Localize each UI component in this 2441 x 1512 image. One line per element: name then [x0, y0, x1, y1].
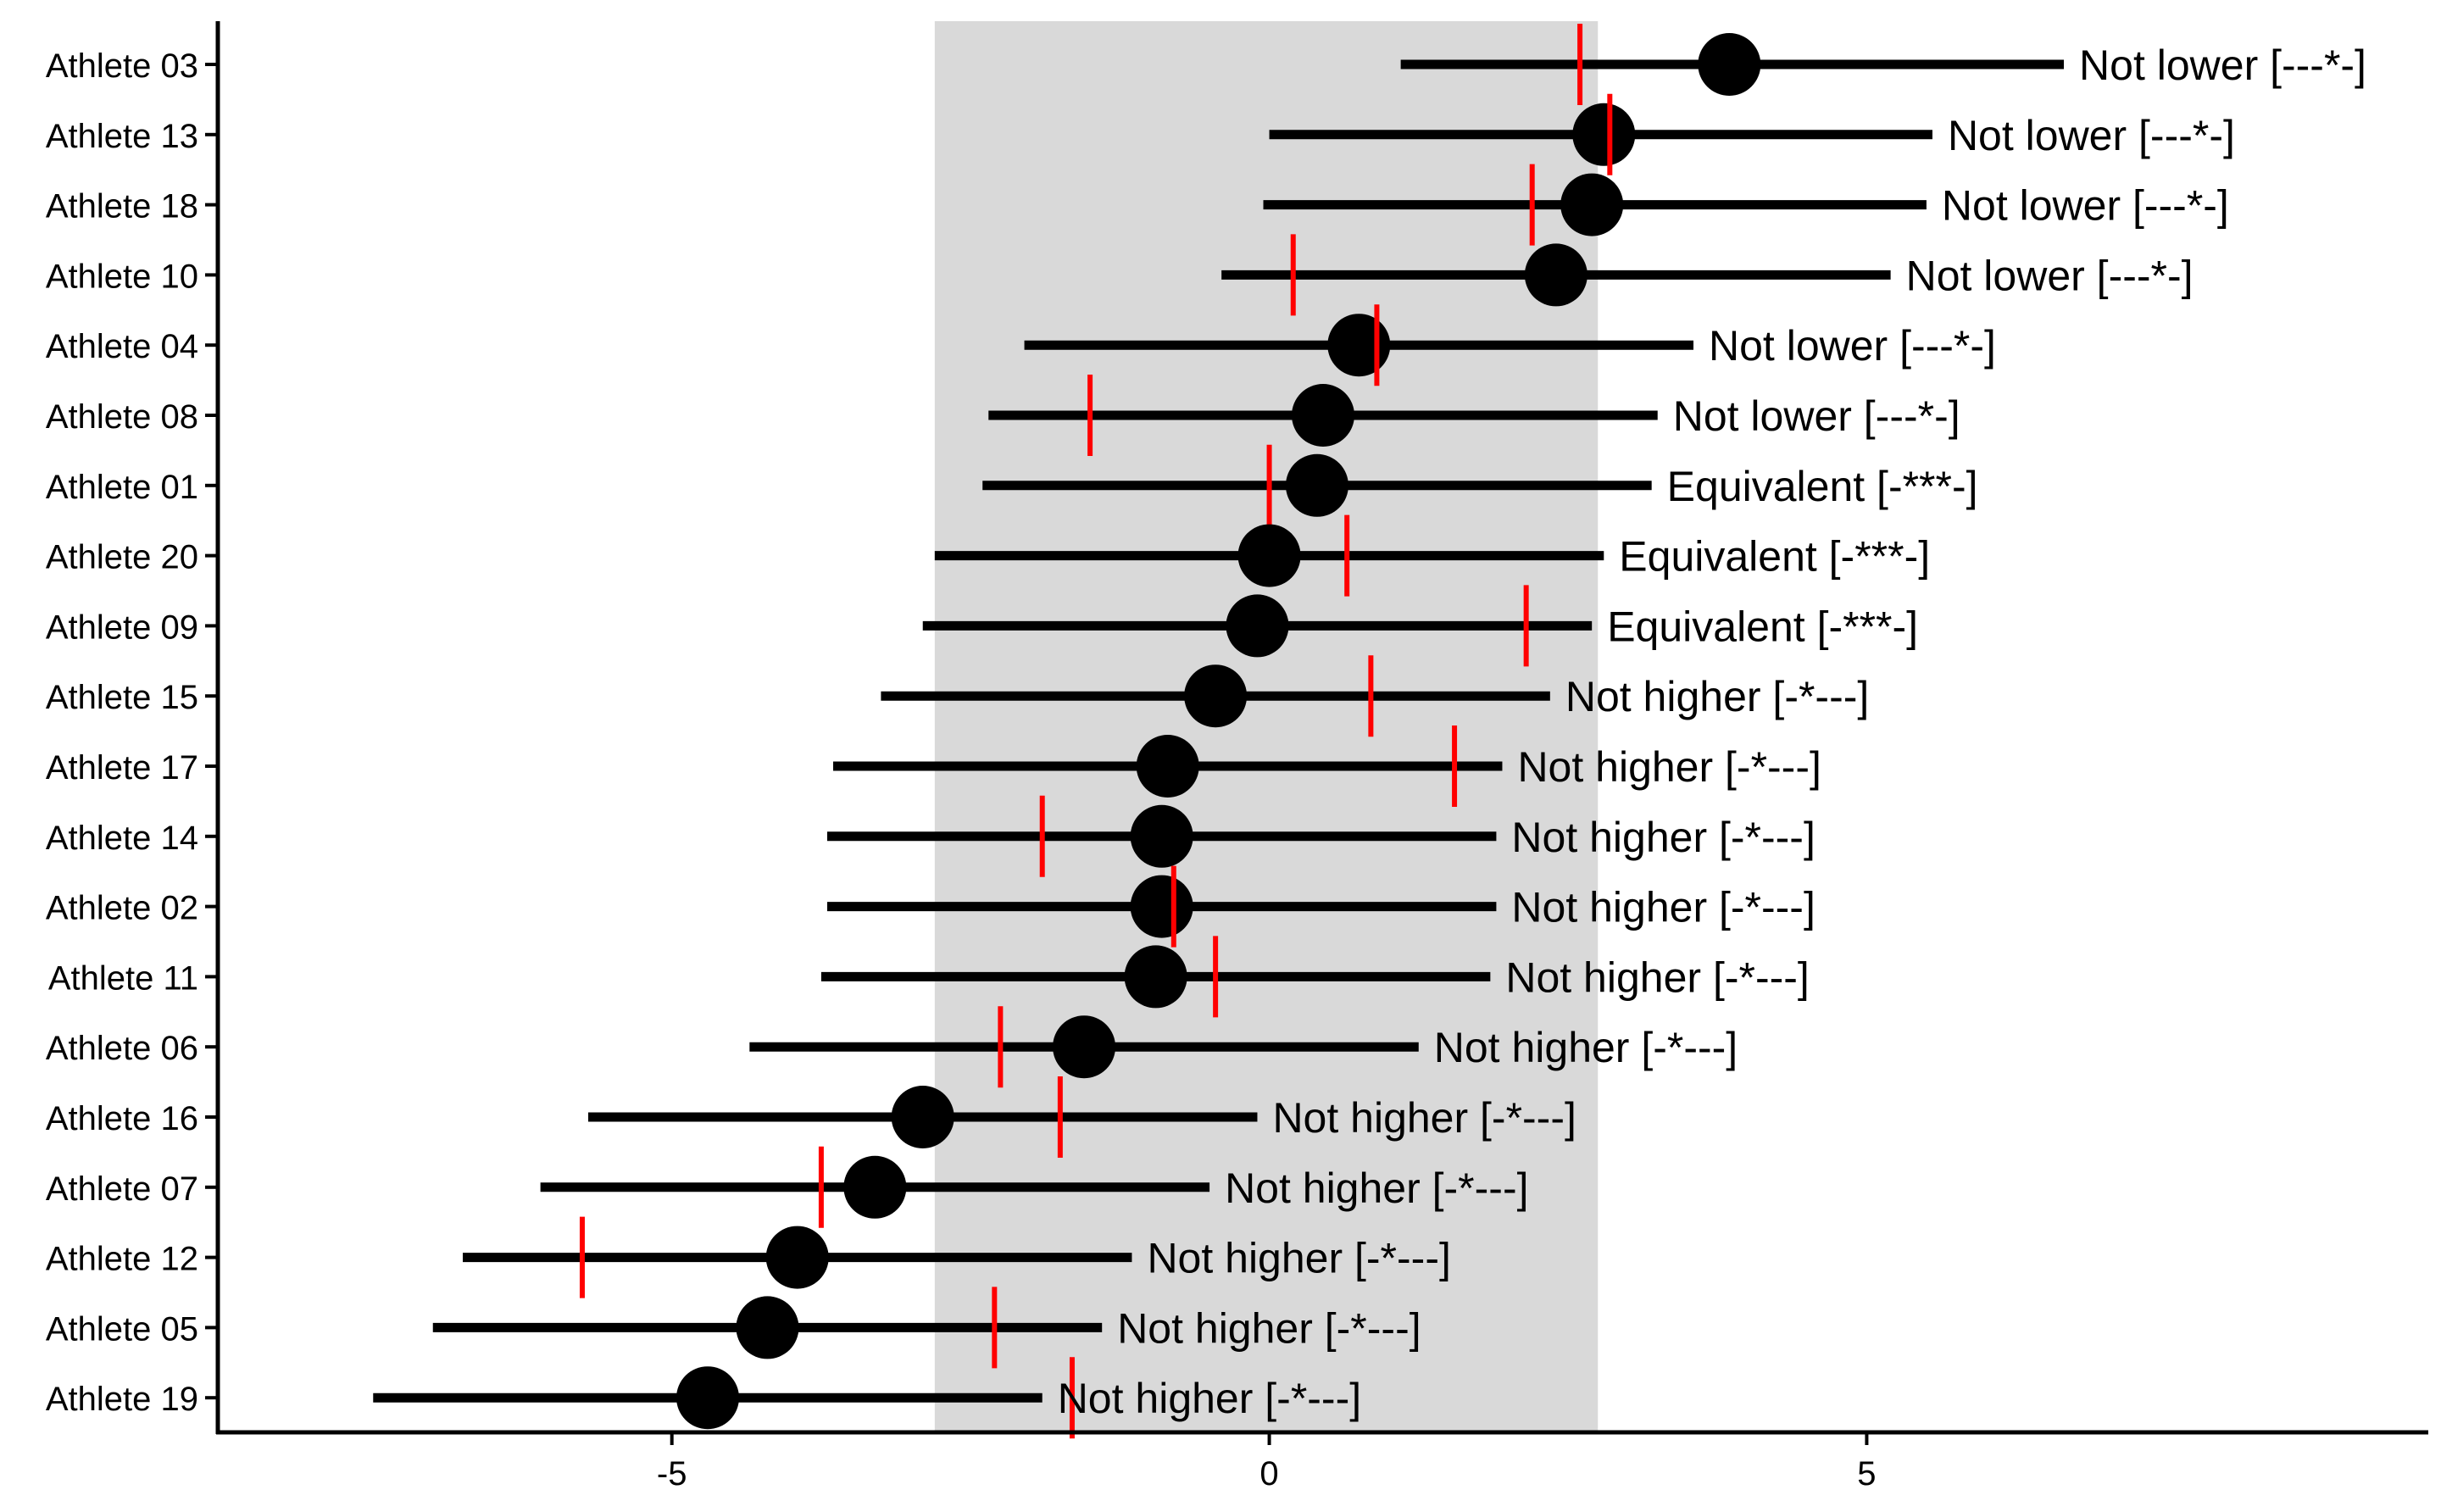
point-estimate	[1698, 33, 1761, 96]
y-tick-label: Athlete 07	[46, 1170, 198, 1208]
y-tick-label: Athlete 19	[46, 1381, 198, 1418]
point-estimate	[1124, 945, 1187, 1009]
point-estimate	[1560, 173, 1624, 236]
y-tick-label: Athlete 08	[46, 398, 198, 436]
x-tick-label: 0	[1259, 1455, 1278, 1493]
row-athlete-09: Equivalent [-***-] Athlete 09	[46, 585, 1918, 667]
y-tick-label: Athlete 04	[46, 328, 198, 365]
equivalence-band-layer	[934, 21, 1599, 1432]
row-athlete-08: Not lower [---*-] Athlete 08	[46, 375, 1960, 456]
row-athlete-05: Not higher [-*---] Athlete 05	[46, 1287, 1421, 1369]
row-athlete-15: Not higher [-*---] Athlete 15	[46, 655, 1869, 737]
row-athlete-14: Not higher [-*---] Athlete 14	[46, 795, 1815, 877]
row-athlete-07: Not higher [-*---] Athlete 07	[46, 1146, 1529, 1228]
annotation-label: Equivalent [-***-]	[1667, 463, 1978, 510]
row-athlete-03: Not lower [---*-] Athlete 03	[46, 24, 2366, 105]
y-tick-label: Athlete 02	[46, 890, 198, 927]
point-estimate	[1130, 875, 1193, 938]
y-tick-label: Athlete 18	[46, 188, 198, 225]
y-tick-label: Athlete 17	[46, 749, 198, 787]
row-athlete-06: Not higher [-*---] Athlete 06	[46, 1006, 1738, 1088]
point-estimate	[1237, 524, 1301, 587]
annotation-label: Not lower [---*-]	[1948, 112, 2235, 159]
row-athlete-17: Not higher [-*---] Athlete 17	[46, 725, 1821, 807]
y-tick-label: Athlete 05	[46, 1310, 198, 1348]
annotation-label: Not higher [-*---]	[1565, 673, 1869, 720]
annotation-label: Not higher [-*---]	[1272, 1094, 1576, 1142]
y-tick-label: Athlete 12	[46, 1241, 198, 1278]
row-athlete-12: Not higher [-*---] Athlete 12	[46, 1216, 1451, 1298]
equivalence-band	[934, 21, 1599, 1432]
annotation-label: Not lower [---*-]	[1906, 252, 2194, 299]
row-athlete-20: Equivalent [-***-] Athlete 20	[46, 514, 1930, 597]
row-athlete-11: Not higher [-*---] Athlete 11	[48, 936, 1810, 1018]
x-tick-label: 5	[1857, 1455, 1876, 1493]
point-estimate	[1226, 594, 1289, 658]
point-estimate	[843, 1155, 907, 1219]
y-tick-label: Athlete 16	[46, 1100, 198, 1137]
annotation-label: Not lower [---*-]	[1709, 322, 1996, 370]
row-athlete-19: Not higher [-*---] Athlete 19	[46, 1357, 1361, 1439]
point-estimate	[891, 1086, 954, 1148]
y-tick-label: Athlete 11	[48, 959, 198, 997]
point-estimate	[1130, 804, 1193, 868]
annotation-label: Not higher [-*---]	[1505, 953, 1809, 1001]
y-tick-label: Athlete 03	[46, 47, 198, 85]
row-athlete-01: Equivalent [-***-] Athlete 01	[46, 444, 1978, 526]
point-estimate	[1136, 735, 1199, 798]
row-athlete-02: Not higher [-*---] Athlete 02	[46, 865, 1815, 948]
annotation-label: Not higher [-*---]	[1517, 743, 1821, 791]
y-tick-label: Athlete 09	[46, 609, 198, 646]
y-tick-label: Athlete 15	[46, 679, 198, 716]
y-tick-label: Athlete 20	[46, 539, 198, 576]
axis-layer: -5 0 5	[215, 21, 2428, 1493]
y-tick-label: Athlete 06	[46, 1030, 198, 1067]
point-estimate	[676, 1366, 739, 1430]
row-athlete-16: Not higher [-*---] Athlete 16	[46, 1076, 1576, 1158]
annotation-label: Not higher [-*---]	[1147, 1235, 1450, 1282]
row-athlete-18: Not lower [---*-] Athlete 18	[46, 164, 2229, 246]
point-estimate	[1327, 314, 1391, 377]
annotation-label: Not lower [---*-]	[2079, 42, 2366, 89]
annotation-label: Not higher [-*---]	[1058, 1375, 1361, 1422]
point-estimate	[1292, 384, 1354, 447]
annotation-label: Not higher [-*---]	[1225, 1165, 1528, 1212]
point-estimate	[1524, 243, 1587, 307]
row-athlete-13: Not lower [---*-] Athlete 13	[46, 93, 2235, 175]
point-estimate	[1572, 103, 1636, 166]
annotation-label: Not higher [-*---]	[1511, 814, 1815, 861]
x-tick-label: -5	[657, 1455, 687, 1493]
row-athlete-10: Not lower [---*-] Athlete 10	[46, 234, 2194, 316]
annotation-label: Not lower [---*-]	[1673, 392, 1960, 440]
point-estimate	[736, 1296, 799, 1359]
annotation-label: Not higher [-*---]	[1117, 1304, 1421, 1352]
point-estimate	[1053, 1015, 1116, 1079]
point-estimate	[1184, 664, 1248, 728]
row-athlete-04: Not lower [---*-] Athlete 04	[46, 304, 1996, 386]
annotation-label: Equivalent [-***-]	[1607, 603, 1918, 650]
y-tick-label: Athlete 14	[46, 820, 198, 857]
annotation-label: Equivalent [-***-]	[1619, 533, 1930, 581]
annotation-label: Not higher [-*---]	[1511, 884, 1815, 931]
point-estimate	[765, 1226, 829, 1289]
annotation-label: Not lower [---*-]	[1942, 182, 2229, 230]
annotation-label: Not higher [-*---]	[1434, 1024, 1738, 1071]
y-tick-label: Athlete 10	[46, 258, 198, 295]
y-tick-label: Athlete 13	[46, 118, 198, 155]
y-tick-label: Athlete 01	[46, 469, 198, 506]
point-estimate	[1285, 453, 1348, 517]
